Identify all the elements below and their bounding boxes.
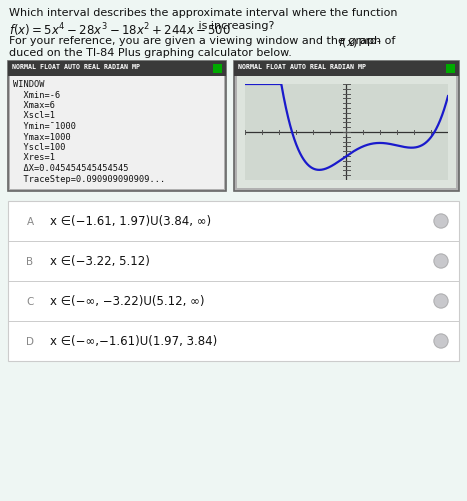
- Circle shape: [434, 214, 448, 228]
- Bar: [237, 77, 456, 188]
- Bar: [245, 85, 448, 181]
- Text: Yscl=100: Yscl=100: [13, 143, 65, 152]
- Text: duced on the TI-84 Plus graphing calculator below.: duced on the TI-84 Plus graphing calcula…: [9, 48, 292, 58]
- Text: $f(x)=5x^4-28x^3-18x^2+244x-500$: $f(x)=5x^4-28x^3-18x^2+244x-500$: [9, 21, 231, 39]
- Text: x ∈(−∞, −3.22)U(5.12, ∞): x ∈(−∞, −3.22)U(5.12, ∞): [50, 295, 205, 308]
- Bar: [8, 62, 226, 77]
- Circle shape: [434, 295, 448, 309]
- Text: For your reference, you are given a viewing window and the graph of: For your reference, you are given a view…: [9, 36, 399, 46]
- Text: x ∈(−∞,−1.61)U(1.97, 3.84): x ∈(−∞,−1.61)U(1.97, 3.84): [50, 335, 217, 348]
- Text: Xscl=1: Xscl=1: [13, 111, 55, 120]
- Text: x ∈(−3.22, 5.12): x ∈(−3.22, 5.12): [50, 255, 150, 268]
- Text: is increasing?: is increasing?: [195, 21, 275, 31]
- Text: WINDOW: WINDOW: [13, 80, 44, 89]
- Circle shape: [434, 334, 448, 348]
- Bar: [213, 65, 222, 74]
- Text: pro-: pro-: [355, 36, 381, 46]
- Text: Xmin=-6: Xmin=-6: [13, 90, 60, 99]
- Text: TraceStep=0.090909090909...: TraceStep=0.090909090909...: [13, 174, 165, 183]
- Circle shape: [434, 255, 448, 269]
- Text: Xres=1: Xres=1: [13, 153, 55, 162]
- Bar: [446, 65, 455, 74]
- Text: B: B: [27, 257, 34, 267]
- Bar: [8, 201, 459, 361]
- Text: A: A: [27, 216, 34, 226]
- Text: NORMAL FLOAT AUTO REAL RADIAN MP: NORMAL FLOAT AUTO REAL RADIAN MP: [238, 64, 366, 70]
- Text: $f(x)$: $f(x)$: [338, 36, 358, 49]
- Bar: [234, 62, 459, 77]
- Text: C: C: [26, 297, 34, 307]
- Bar: [234, 62, 459, 191]
- Text: D: D: [26, 336, 34, 346]
- Text: Xmax=6: Xmax=6: [13, 101, 55, 110]
- Text: x ∈(−1.61, 1.97)U(3.84, ∞): x ∈(−1.61, 1.97)U(3.84, ∞): [50, 215, 211, 228]
- Bar: [8, 62, 226, 191]
- Text: Ymin=¯1000: Ymin=¯1000: [13, 122, 76, 131]
- Text: Which interval describes the approximate interval where the function: Which interval describes the approximate…: [9, 8, 397, 18]
- Text: NORMAL FLOAT AUTO REAL RADIAN MP: NORMAL FLOAT AUTO REAL RADIAN MP: [12, 64, 140, 70]
- Text: ΔX=0.045454545454545: ΔX=0.045454545454545: [13, 164, 128, 173]
- Bar: [10, 77, 224, 189]
- Text: Ymax=1000: Ymax=1000: [13, 132, 71, 141]
